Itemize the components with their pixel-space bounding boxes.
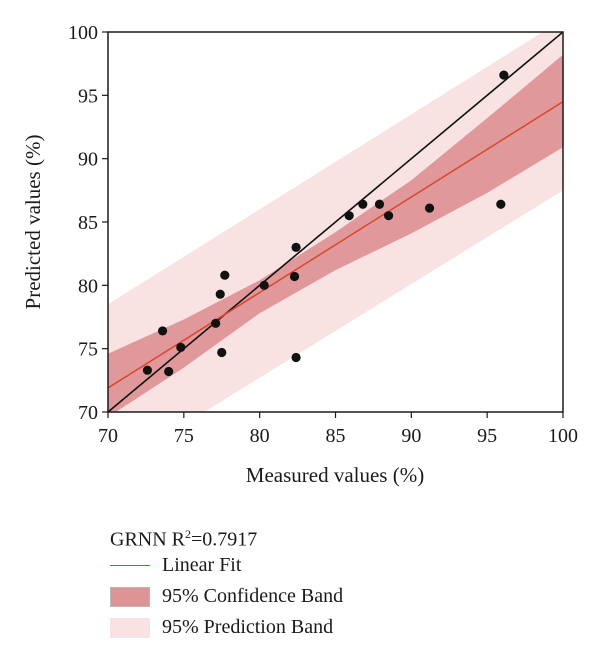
legend-title-prefix: GRNN R xyxy=(110,528,186,551)
data-point xyxy=(259,280,269,290)
data-point xyxy=(374,199,385,209)
data-point xyxy=(217,347,227,358)
y-tick-label: 70 xyxy=(78,402,98,424)
data-point xyxy=(215,289,225,299)
y-tick-label: 85 xyxy=(78,212,98,234)
legend-item-prediction-band: 95% Prediction Band xyxy=(110,612,343,643)
data-point xyxy=(358,199,368,209)
prediction-band-swatch xyxy=(110,617,150,638)
x-tick-label: 70 xyxy=(98,425,118,447)
data-point xyxy=(424,203,435,213)
y-tick-label: 100 xyxy=(68,22,98,44)
legend-label: 95% Prediction Band xyxy=(162,616,334,638)
scatter-chart: 70 75 80 85 90 95 100 70 75 80 85 90 95 100 Measured … xyxy=(21,22,578,487)
axes: 70 75 80 85 90 95 100 70 75 80 85 90 95 100 xyxy=(68,22,578,447)
data-point xyxy=(142,365,153,375)
y-tick-label: 75 xyxy=(78,339,98,361)
x-tick-label: 95 xyxy=(477,425,497,447)
legend-label: Linear Fit xyxy=(162,554,242,576)
data-point xyxy=(220,270,230,280)
x-tick-label: 75 xyxy=(174,425,194,447)
legend-item-confidence-band: 95% Confidence Band xyxy=(110,581,343,612)
x-tick-label: 80 xyxy=(250,425,270,447)
data-point xyxy=(176,342,186,352)
plot-area xyxy=(108,32,563,412)
data-point xyxy=(291,352,301,363)
confidence-band xyxy=(108,54,563,412)
legend-title-suffix: =0.7917 xyxy=(191,528,258,551)
x-tick-label: 100 xyxy=(548,425,578,447)
data-point xyxy=(289,271,300,282)
linear-fit-swatch xyxy=(110,565,150,566)
x-tick-label: 90 xyxy=(401,425,421,447)
data-point xyxy=(211,318,221,328)
data-point xyxy=(499,70,509,80)
data-point xyxy=(496,199,506,209)
legend-item-linear-fit: Linear Fit xyxy=(110,550,343,581)
data-point xyxy=(291,242,301,252)
legend-label: 95% Confidence Band xyxy=(162,585,344,607)
x-axis-label: Measured values (%) xyxy=(246,463,424,487)
y-tick-label: 95 xyxy=(78,85,98,107)
confidence-band-swatch xyxy=(110,586,150,607)
legend-title: GRNN R2=0.7917 xyxy=(110,520,343,551)
y-tick-label: 80 xyxy=(78,275,98,297)
data-point xyxy=(158,326,168,336)
data-point xyxy=(344,211,354,221)
data-point xyxy=(383,211,394,221)
y-axis-label: Predicted values (%) xyxy=(21,135,45,310)
legend-title-superscript: 2 xyxy=(185,527,192,541)
linear-fit-line xyxy=(108,101,563,389)
data-point xyxy=(164,366,174,377)
x-tick-label: 85 xyxy=(326,425,346,447)
y-tick-label: 90 xyxy=(78,149,98,171)
legend: GRNN R2=0.7917 Linear Fit 95% Confidence… xyxy=(110,520,343,643)
